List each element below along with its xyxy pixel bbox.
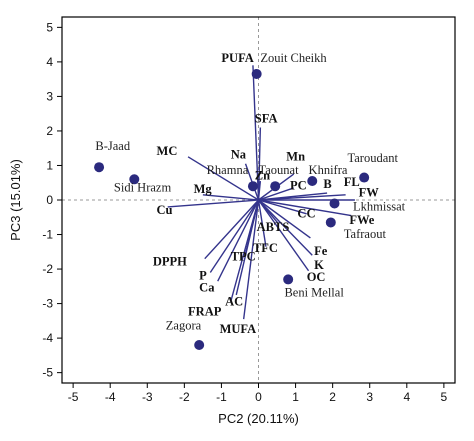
variable-label-fl: FL — [344, 175, 360, 189]
y-axis-title: PC3 (15.01%) — [8, 159, 23, 241]
point-khnifra — [307, 176, 318, 187]
vector-zn — [257, 180, 262, 201]
variable-label-mufa: MUFA — [220, 322, 257, 336]
variable-label-cc: CC — [297, 206, 315, 220]
point-zagora — [194, 340, 205, 351]
y-tick-label: 0 — [46, 193, 53, 207]
variable-label-mc: MC — [157, 144, 178, 158]
point-b-jaad — [94, 162, 105, 173]
vector-cc — [258, 199, 307, 215]
site-label-zouit-cheikh: Zouit Cheikh — [260, 51, 327, 65]
site-label-khnifra: Khnifra — [309, 163, 348, 177]
variable-label-frap: FRAP — [188, 305, 222, 319]
x-tick-label: -5 — [68, 390, 79, 404]
variable-label-na: Na — [231, 148, 247, 162]
x-tick-label: -2 — [179, 390, 190, 404]
point-zouit-cheikh — [251, 68, 262, 79]
x-tick-label: 1 — [292, 390, 299, 404]
vector-cu — [167, 199, 259, 208]
variable-label-tpc: TPC — [231, 249, 256, 263]
site-label-zagora: Zagora — [166, 318, 202, 332]
site-label-taroudant: Taroudant — [347, 151, 398, 165]
vector-pufa — [252, 65, 260, 201]
x-axis-title: PC2 (20.11%) — [218, 411, 299, 426]
x-tick-label: 4 — [403, 390, 410, 404]
variable-label-tfc: TFC — [253, 241, 278, 255]
y-tick-label: 1 — [46, 158, 53, 172]
vector-pc — [258, 187, 294, 201]
vector-sfa — [257, 127, 262, 201]
variable-label-abts: ABTS — [257, 220, 290, 234]
y-tick-label: 2 — [46, 124, 53, 138]
vector-fl — [258, 194, 346, 201]
variable-label-pufa: PUFA — [221, 51, 253, 65]
y-tick-label: -1 — [42, 228, 53, 242]
vector-oc — [257, 199, 310, 272]
y-tick-label: -5 — [42, 366, 53, 380]
variable-label-oc: OC — [307, 270, 326, 284]
point-beni-mellal — [283, 274, 294, 285]
variable-label-fe: Fe — [314, 244, 328, 258]
y-tick-label: 4 — [46, 55, 53, 69]
point-tafraout — [325, 217, 336, 228]
site-label-lkhmissat: Lkhmissat — [353, 199, 406, 213]
vector-frap — [230, 199, 260, 303]
variable-label-dpph: DPPH — [153, 255, 187, 269]
variable-label-zn: Zn — [255, 168, 270, 182]
vector-fe — [258, 199, 311, 239]
y-tick-label: -4 — [42, 331, 53, 345]
y-tick-label: 5 — [46, 20, 53, 34]
point-lkhmissat — [329, 198, 340, 209]
variable-label-fwe: FWe — [349, 213, 374, 227]
site-label-beni-mellal: Beni Mellal — [284, 286, 344, 300]
vector-k — [257, 199, 313, 256]
variable-label-pc: PC — [290, 179, 307, 193]
site-label-taounat: Taounat — [259, 163, 300, 177]
point-taounat — [270, 181, 281, 192]
point-taroudant — [359, 172, 370, 183]
point-sidi-hrazm — [129, 174, 140, 185]
variable-label-k: K — [314, 258, 324, 272]
vector-dpph — [204, 199, 260, 260]
variable-label-b: B — [323, 177, 331, 191]
vector-ca — [217, 199, 260, 282]
point-rhamna — [247, 181, 258, 192]
x-tick-label: -4 — [105, 390, 116, 404]
x-tick-label: 2 — [329, 390, 336, 404]
variable-label-cu: Cu — [157, 203, 173, 217]
variable-label-ac: AC — [225, 294, 243, 308]
site-points — [94, 68, 370, 351]
vector-fwe — [258, 199, 352, 217]
variable-label-mg: Mg — [194, 182, 213, 196]
site-label-sidi-hrazm: Sidi Hrazm — [114, 180, 172, 194]
x-tick-label: 0 — [255, 390, 262, 404]
y-tick-label: -3 — [42, 297, 53, 311]
vector-mc — [187, 156, 259, 201]
x-tick-label: 5 — [441, 390, 448, 404]
site-label-rhamna: Rhamna — [207, 163, 249, 177]
axis-ticks: -5 -4 -3 -2 -1 0 1 2 3 4 5 -5 -4 -3 -2 -1 0 1 2 3 4 5 — [42, 20, 447, 404]
x-tick-label: -1 — [216, 390, 227, 404]
variable-label-mn: Mn — [286, 149, 305, 163]
variable-label-fw: FW — [359, 186, 380, 200]
y-tick-label: 3 — [46, 89, 53, 103]
vector-mufa — [242, 199, 260, 320]
vector-mg — [202, 194, 259, 201]
vector-p — [209, 199, 260, 273]
y-tick-label: -2 — [42, 262, 53, 276]
vector-tfc — [257, 199, 267, 247]
variable-label-sfa: SFA — [255, 111, 278, 125]
site-label-b-jaad: B-Jaad — [95, 139, 130, 153]
site-label-tafraout: Tafraout — [344, 227, 387, 241]
variable-label-ca: Ca — [199, 281, 215, 295]
x-tick-label: 3 — [366, 390, 373, 404]
x-tick-label: -3 — [142, 390, 153, 404]
variable-label-p: P — [199, 268, 207, 282]
